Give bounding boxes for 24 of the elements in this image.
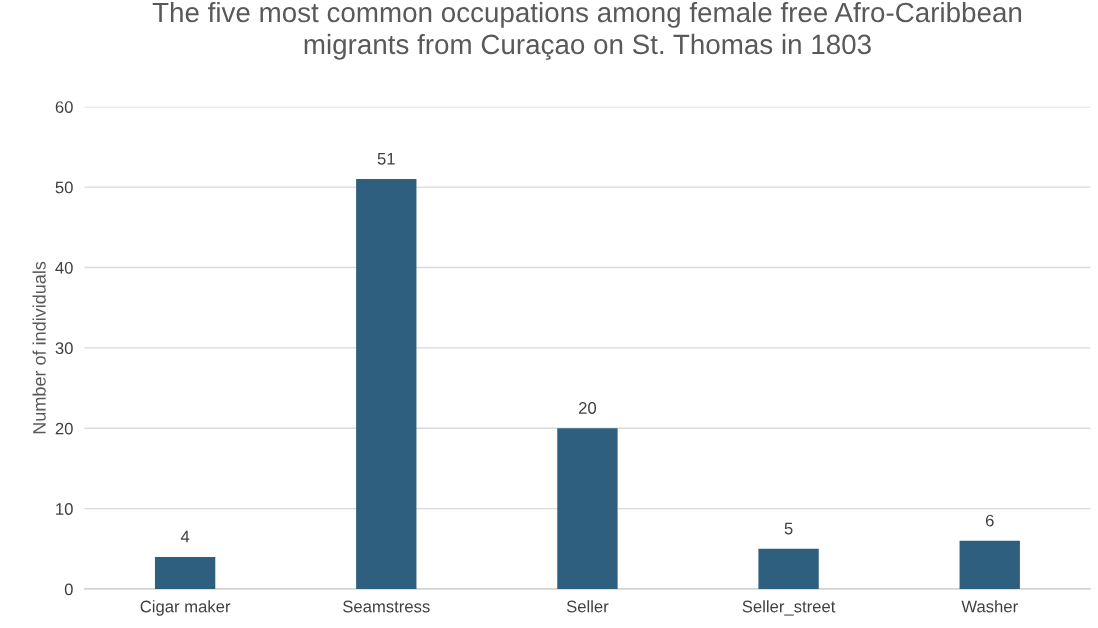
bar: [356, 179, 417, 590]
bar: [557, 428, 618, 590]
y-tick-label: 40: [55, 261, 73, 274]
y-tick-label: 30: [55, 342, 73, 355]
y-tick-label: 20: [55, 422, 73, 435]
x-tick-label: Seller_street: [742, 600, 836, 616]
bar: [758, 548, 819, 590]
x-tick-label: Seller: [566, 600, 609, 613]
x-tick-label: Cigar maker: [140, 600, 231, 616]
bar: [154, 556, 216, 590]
y-tick-label: 0: [64, 583, 73, 596]
data-label: 51: [377, 153, 395, 165]
data-label: 4: [180, 530, 190, 543]
data-label: 5: [784, 522, 793, 535]
y-tick-label: 50: [55, 181, 73, 194]
y-tick-label: 10: [56, 503, 73, 515]
y-axis-title: Number of individuals: [32, 261, 46, 434]
chart-title: The five most common occupations among female free Afro-Caribbean migrants from Curaçao on St. Thomas in 1803: [152, 1, 1022, 60]
data-label: 20: [579, 402, 597, 414]
bar: [959, 540, 1020, 590]
x-tick-label: Washer: [961, 600, 1018, 613]
y-tick-label: 60: [55, 101, 73, 113]
x-tick-label: Seamstress: [343, 600, 430, 613]
data-label: 6: [985, 514, 994, 527]
